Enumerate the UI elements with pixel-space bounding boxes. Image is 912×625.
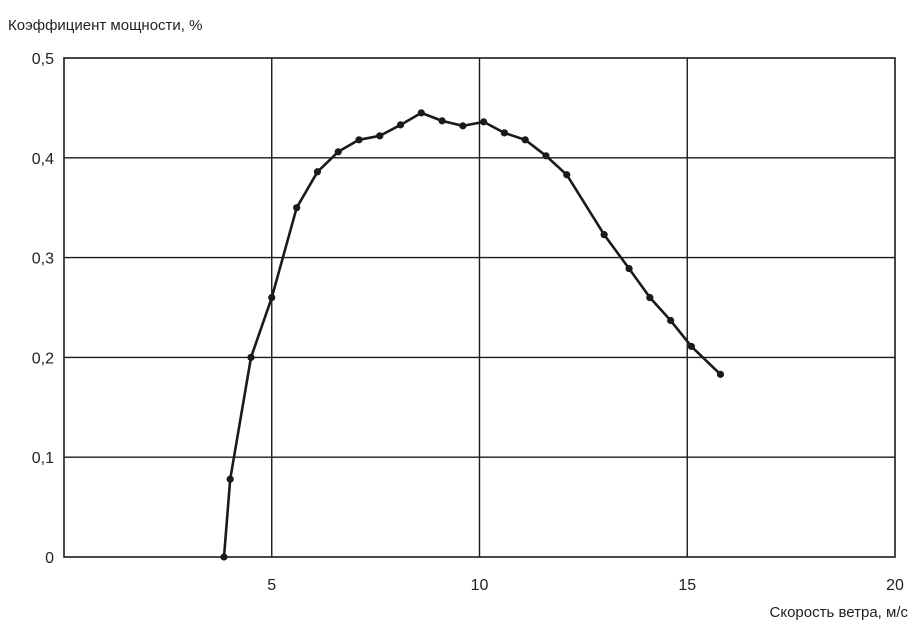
y-tick-label: 0,4 bbox=[32, 151, 54, 168]
data-point bbox=[438, 117, 446, 125]
x-tick-label: 5 bbox=[267, 577, 276, 594]
data-point bbox=[334, 148, 342, 156]
y-tick-label: 0,1 bbox=[32, 450, 54, 467]
plot-area-frame bbox=[63, 57, 896, 558]
y-tick-label: 0,3 bbox=[32, 251, 54, 268]
data-point bbox=[521, 136, 529, 144]
data-point bbox=[268, 293, 276, 302]
y-tick-label: 0 bbox=[45, 550, 54, 567]
data-point bbox=[646, 293, 654, 302]
data-point bbox=[396, 121, 405, 129]
data-point bbox=[247, 353, 255, 361]
grid-lines bbox=[64, 58, 895, 557]
x-tick-labels: 5 10 15 20 bbox=[267, 577, 904, 594]
data-point bbox=[600, 231, 608, 239]
data-point bbox=[667, 316, 675, 325]
data-point bbox=[226, 475, 234, 483]
data-point bbox=[500, 129, 509, 137]
data-point bbox=[417, 109, 425, 117]
data-point bbox=[687, 342, 696, 351]
series-line bbox=[222, 111, 722, 559]
data-point bbox=[480, 118, 488, 126]
data-point bbox=[376, 132, 384, 140]
data-point bbox=[716, 370, 725, 378]
data-point bbox=[459, 122, 467, 130]
x-tick-label: 20 bbox=[886, 577, 904, 594]
x-axis-label: Скорость ветра, м/с bbox=[770, 604, 909, 621]
x-tick-label: 10 bbox=[471, 577, 489, 594]
y-axis-label: Коэффициент мощности, % bbox=[8, 17, 202, 34]
data-point bbox=[563, 171, 571, 179]
y-tick-label: 0,5 bbox=[32, 51, 54, 68]
data-point bbox=[355, 136, 363, 144]
data-point bbox=[313, 168, 322, 176]
data-point bbox=[542, 152, 550, 160]
x-tick-label: 15 bbox=[678, 577, 696, 594]
y-tick-label: 0,2 bbox=[32, 350, 54, 367]
y-tick-labels: 0 0,1 0,2 0,3 0,4 0,5 bbox=[32, 51, 54, 567]
data-point bbox=[625, 264, 633, 273]
series-layer bbox=[220, 109, 725, 561]
data-point bbox=[220, 553, 228, 561]
data-point bbox=[293, 204, 301, 212]
